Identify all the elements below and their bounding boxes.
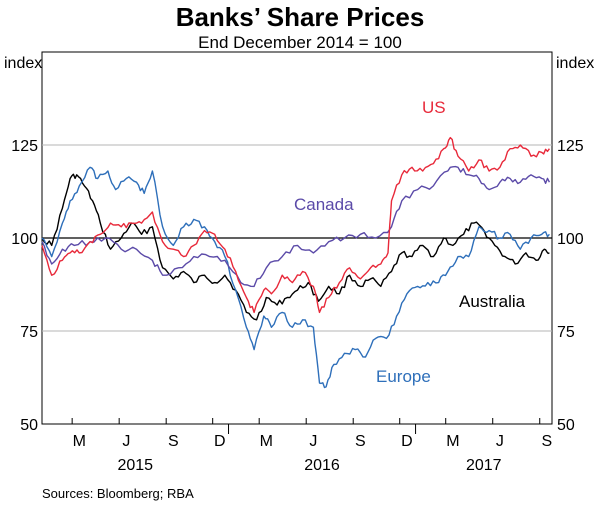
series-label-us: US [422, 98, 446, 117]
y-axis-unit-right: index [556, 55, 594, 72]
year-label: 2017 [466, 457, 502, 474]
x-tick-label: M [73, 433, 86, 450]
x-tick-label: S [168, 433, 179, 450]
x-tick-label: D [401, 433, 413, 450]
y-axis-unit-left: index [4, 55, 42, 72]
series-line-australia [41, 173, 550, 321]
y-tick-label-right: 125 [557, 138, 584, 155]
y-tick-label-left: 75 [20, 324, 38, 341]
chart-title: Banks’ Share Prices [176, 2, 425, 32]
x-tick-label: J [496, 433, 504, 450]
chart-subtitle: End December 2014 = 100 [198, 33, 402, 52]
series-label-europe: Europe [376, 367, 431, 386]
y-tick-label-left: 125 [11, 138, 38, 155]
y-tick-label-left: 100 [11, 231, 38, 248]
y-tick-label-right: 100 [557, 231, 584, 248]
gridlines [42, 144, 552, 332]
y-axis-ticks: 50 50 75 75 100 100 125 125 [11, 138, 584, 434]
x-tick-label: J [122, 433, 130, 450]
x-tick-label: S [542, 433, 553, 450]
x-axis-ticks: M J S D M J S D M J S 2015 2016 2017 [71, 418, 553, 474]
chart-source: Sources: Bloomberg; RBA [42, 486, 194, 501]
y-tick-label-right: 75 [557, 324, 575, 341]
series-label-canada: Canada [294, 195, 354, 214]
series-line-us [41, 136, 550, 314]
x-tick-label: J [309, 433, 317, 450]
series-lines [41, 136, 551, 389]
x-tick-label: S [355, 433, 366, 450]
x-tick-label: D [214, 433, 226, 450]
series-line-canada [41, 165, 551, 288]
year-label: 2015 [117, 457, 153, 474]
y-tick-label-right: 50 [557, 417, 575, 434]
series-line-europe [41, 166, 550, 389]
y-tick-label-left: 50 [20, 417, 38, 434]
x-tick-label: M [260, 433, 273, 450]
series-label-australia: Australia [459, 292, 526, 311]
x-tick-label: M [446, 433, 459, 450]
year-label: 2016 [304, 457, 340, 474]
